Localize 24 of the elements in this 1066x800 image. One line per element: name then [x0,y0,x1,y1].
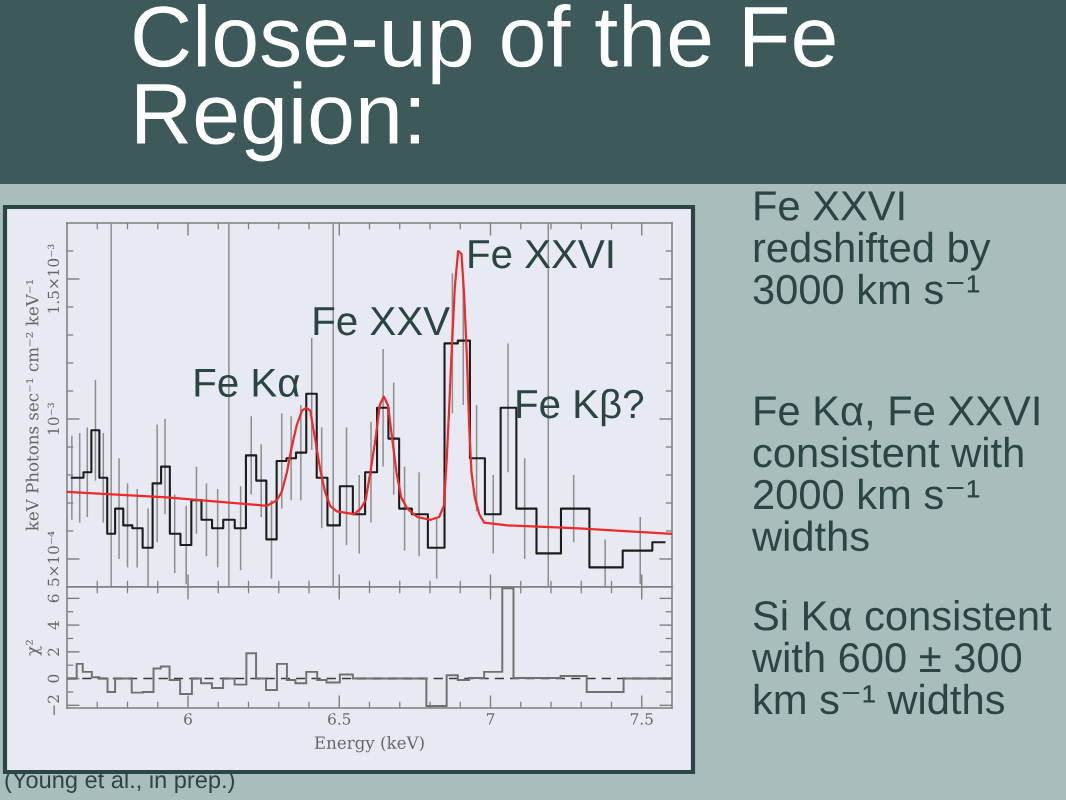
chart-title: Close-up of the Fe Region: [134,4,835,162]
x-axis-title: Energy (keV) [314,735,424,753]
y-tick-label: 4 [47,621,59,630]
x-tick-label: 7.5 [630,713,653,725]
text: (Young et al., in prep.) [5,770,234,793]
y-tick-label: 6 [47,594,60,603]
annotation: Fe Kα [195,368,300,397]
y-tick-label: 0 [47,674,60,683]
x-tick-label: 7 [486,713,495,725]
text: Si Kα consistent with 600 ± 300 km s⁻¹ widths [751,600,1052,715]
text: Fe Kα, Fe XXVI consistent with 2000 km s⁻¹ widths [751,396,1039,552]
x-tick-label: 6 [184,713,192,725]
y-axis-title: keV Photons sec⁻¹ cm⁻² keV⁻¹ [25,280,39,531]
text: Fe XXVI redshifted by 3000 km s⁻¹ [753,191,991,305]
y-tick-label: 2 [47,648,59,656]
x-tick-label: 6.5 [328,713,351,725]
annotation: Fe XXVI [469,240,613,269]
annotation: Fe Kβ? [517,388,644,427]
annotation: Fe XXV [314,307,450,336]
y-tick-label: −2 [47,695,59,715]
y-tick-label: 1.5×10⁻³ [47,244,60,313]
y-axis-title: χ² [25,640,42,656]
y-tick-label: 10⁻³ [47,402,60,434]
y-tick-label: 5×10⁻⁴ [47,531,60,586]
